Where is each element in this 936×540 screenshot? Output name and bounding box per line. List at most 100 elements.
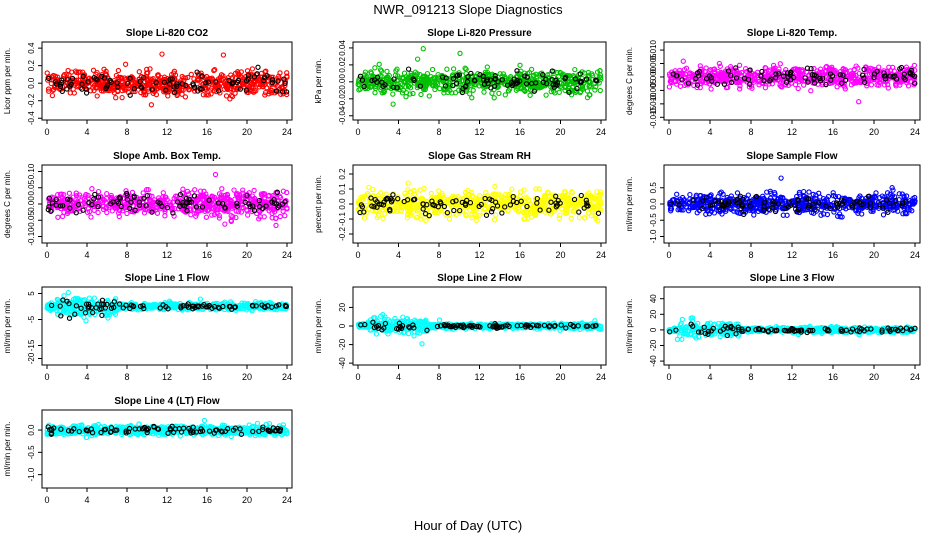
data-point (794, 193, 800, 200)
data-point (749, 85, 755, 91)
data-point (103, 68, 109, 75)
data-point (364, 209, 370, 215)
data-point-black (457, 207, 463, 214)
y-tick-label: -0.5 (649, 213, 658, 227)
y-tick-label: -0.02 (338, 89, 347, 108)
data-point-black (881, 70, 887, 76)
data-point (834, 84, 840, 90)
data-point (715, 68, 721, 75)
data-point (263, 68, 269, 74)
data-point-black (472, 78, 478, 84)
data-point-black (890, 74, 896, 80)
data-point-black (795, 198, 801, 204)
data-point-black (174, 81, 180, 87)
data-point (581, 215, 588, 221)
data-point (538, 202, 544, 208)
data-point (912, 67, 918, 73)
data-point (598, 76, 604, 82)
data-point (514, 202, 521, 209)
data-point-black (553, 193, 559, 199)
data-point-black (772, 208, 779, 215)
data-point (248, 84, 255, 91)
y-tick-label: -0.010 (649, 92, 658, 115)
data-point (399, 90, 406, 96)
data-point (880, 212, 887, 218)
data-point-black (810, 201, 816, 207)
data-point-black (706, 73, 713, 79)
data-point (211, 67, 217, 74)
data-point (143, 91, 149, 98)
data-point-black (543, 76, 549, 82)
data-point-black (103, 85, 109, 92)
data-point (421, 86, 427, 93)
data-point (141, 91, 147, 98)
data-point (158, 74, 164, 81)
data-point (55, 214, 61, 220)
y-tick-label: -0.05 (27, 211, 36, 230)
data-point (732, 206, 738, 212)
data-point-black (700, 198, 706, 204)
data-point-black (725, 198, 732, 205)
data-point-black (234, 200, 240, 207)
data-point (742, 204, 748, 210)
data-point (899, 191, 905, 197)
data-point (543, 92, 549, 98)
data-point (419, 196, 426, 202)
x-tick-label: 8 (748, 127, 753, 137)
data-point (678, 207, 684, 213)
data-point (847, 68, 854, 74)
data-point (408, 70, 414, 77)
data-point (589, 197, 595, 203)
data-point (161, 74, 168, 80)
data-point (848, 82, 855, 88)
data-point (801, 82, 807, 88)
data-point-black (593, 77, 599, 83)
data-point (372, 65, 378, 71)
data-point (69, 311, 75, 317)
data-point (232, 90, 238, 96)
data-point (824, 196, 830, 202)
x-tick-label: 16 (515, 127, 525, 137)
data-point (819, 69, 826, 75)
data-point-black (550, 82, 556, 88)
data-point-black (703, 194, 709, 200)
data-point (538, 84, 544, 90)
data-point-black (840, 72, 846, 78)
data-point (835, 71, 841, 77)
y-tick-label: 0.0 (27, 77, 36, 89)
data-point (444, 66, 450, 72)
data-point (817, 194, 823, 200)
data-point (830, 190, 836, 196)
data-point (64, 71, 70, 77)
data-point (430, 82, 436, 89)
y-tick-label: -0.04 (338, 106, 347, 125)
data-point-black (562, 75, 568, 82)
data-point (221, 208, 228, 214)
data-point (500, 198, 507, 205)
data-point (67, 202, 73, 209)
data-point-black (901, 75, 907, 81)
data-point (795, 85, 801, 92)
data-point (736, 210, 742, 216)
data-point (184, 188, 191, 195)
data-point (587, 193, 594, 199)
data-point (362, 69, 369, 75)
data-point-black (784, 70, 791, 76)
data-point (233, 191, 240, 198)
data-point (240, 187, 246, 193)
data-point (147, 66, 153, 72)
data-point (143, 187, 150, 193)
data-point-black (499, 77, 505, 83)
data-point (693, 192, 700, 198)
data-point (172, 193, 179, 199)
data-point (211, 211, 218, 218)
data-point-black (79, 81, 85, 87)
data-point (778, 175, 784, 181)
data-point (103, 205, 109, 211)
data-point (365, 191, 371, 197)
data-point (756, 82, 762, 88)
data-point-black (131, 194, 137, 201)
data-point (368, 70, 375, 76)
data-point (580, 86, 586, 92)
data-point (824, 211, 831, 218)
